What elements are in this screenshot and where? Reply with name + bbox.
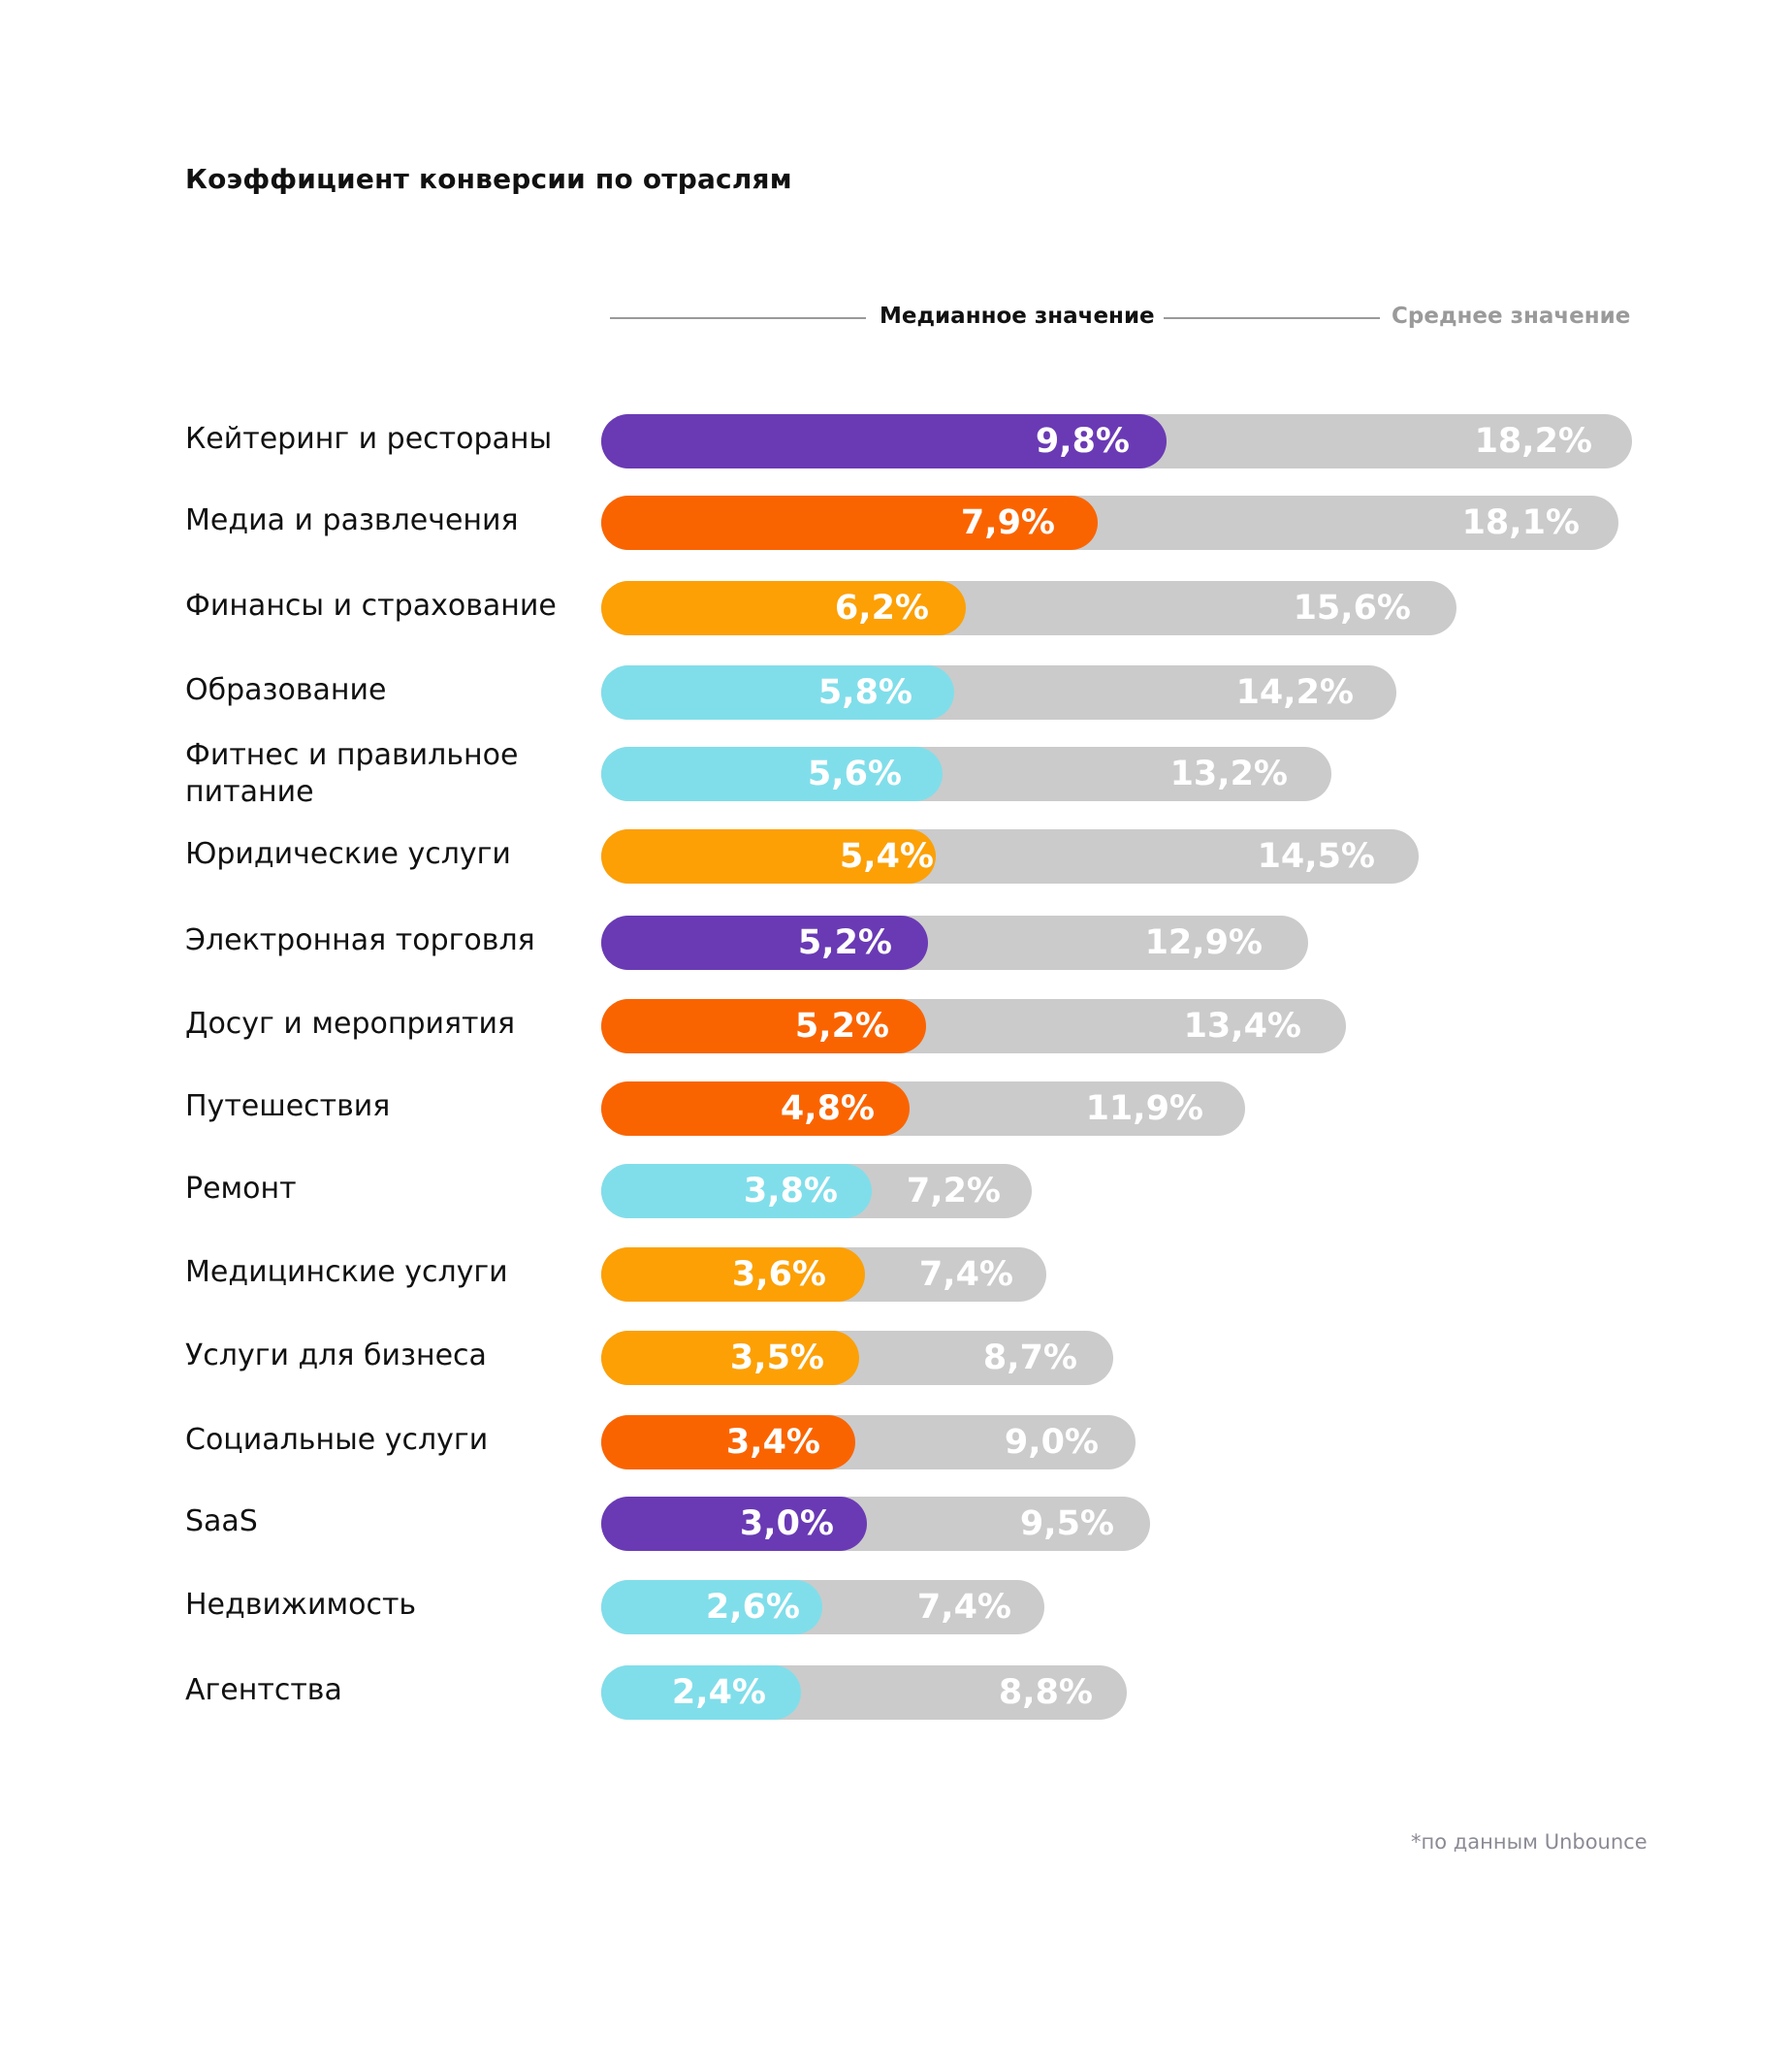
category-label: Услуги для бизнеса xyxy=(185,1339,487,1372)
mean-value-label: 18,2% xyxy=(1474,422,1592,461)
mean-value-label: 12,9% xyxy=(1144,923,1263,962)
mean-value-label: 18,1% xyxy=(1461,503,1580,542)
median-value-label: 9,8% xyxy=(1035,422,1130,461)
mean-value-label: 14,2% xyxy=(1235,673,1354,712)
category-label: Социальные услуги xyxy=(185,1423,489,1457)
median-bar xyxy=(601,747,943,801)
median-value-label: 3,0% xyxy=(739,1504,834,1543)
category-label: Кейтеринг и рестораны xyxy=(185,422,553,456)
median-bar xyxy=(601,414,1167,468)
median-value-label: 3,8% xyxy=(743,1172,838,1210)
median-value-label: 3,6% xyxy=(731,1255,826,1294)
mean-value-label: 14,5% xyxy=(1257,837,1375,876)
median-bar xyxy=(601,496,1098,550)
median-value-label: 2,6% xyxy=(705,1588,800,1627)
median-value-label: 7,9% xyxy=(960,503,1055,542)
mean-value-label: 7,2% xyxy=(906,1172,1001,1210)
category-label: Юридические услуги xyxy=(185,837,511,871)
mean-value-label: 7,4% xyxy=(918,1255,1013,1294)
category-label: Медицинские услуги xyxy=(185,1255,508,1289)
category-label: Фитнес и правильное питание xyxy=(185,738,519,809)
legend-median-label: Медианное значение xyxy=(880,304,1155,329)
median-bar xyxy=(601,1164,872,1218)
median-value-label: 2,4% xyxy=(671,1673,766,1712)
median-bar xyxy=(601,1247,865,1302)
median-value-label: 5,8% xyxy=(817,673,912,712)
mean-value-label: 11,9% xyxy=(1085,1089,1203,1128)
legend-line-mean xyxy=(1164,317,1380,319)
median-value-label: 5,4% xyxy=(839,837,934,876)
mean-value-label: 8,8% xyxy=(998,1673,1093,1712)
category-label: Образование xyxy=(185,673,387,707)
median-bar xyxy=(601,1580,822,1634)
category-label: Ремонт xyxy=(185,1172,297,1206)
median-bar xyxy=(601,665,954,720)
median-bar xyxy=(601,1497,867,1551)
category-label: Досуг и мероприятия xyxy=(185,1007,516,1041)
source-footnote: *по данным Unbounce xyxy=(1411,1830,1648,1854)
category-label: Электронная торговля xyxy=(185,923,535,957)
category-label: Недвижимость xyxy=(185,1588,417,1622)
median-bar xyxy=(601,999,926,1053)
median-bar xyxy=(601,581,966,635)
category-label: Путешествия xyxy=(185,1089,391,1123)
category-label: SaaS xyxy=(185,1504,258,1538)
category-label: Агентства xyxy=(185,1673,342,1707)
mean-value-label: 9,5% xyxy=(1019,1504,1114,1543)
legend-line-median xyxy=(610,317,866,319)
mean-value-label: 8,7% xyxy=(982,1339,1077,1377)
chart-title: Коэффициент конверсии по отраслям xyxy=(185,163,792,195)
median-bar xyxy=(601,1331,859,1385)
mean-value-label: 13,2% xyxy=(1169,755,1288,793)
mean-value-label: 7,4% xyxy=(916,1588,1011,1627)
median-value-label: 5,6% xyxy=(807,755,902,793)
median-bar xyxy=(601,916,928,970)
median-bar xyxy=(601,1081,910,1136)
median-bar xyxy=(601,1665,801,1720)
category-label: Медиа и развлечения xyxy=(185,503,519,537)
median-value-label: 5,2% xyxy=(797,923,892,962)
mean-value-label: 13,4% xyxy=(1183,1007,1301,1046)
median-value-label: 3,4% xyxy=(725,1423,820,1462)
median-bar xyxy=(601,829,936,884)
category-label: Финансы и страхование xyxy=(185,589,557,623)
median-value-label: 6,2% xyxy=(834,589,929,628)
median-value-label: 5,2% xyxy=(794,1007,889,1046)
median-value-label: 3,5% xyxy=(729,1339,824,1377)
median-bar xyxy=(601,1415,855,1469)
mean-value-label: 15,6% xyxy=(1293,589,1411,628)
mean-value-label: 9,0% xyxy=(1004,1423,1099,1462)
legend-mean-label: Среднее значение xyxy=(1392,304,1631,329)
median-value-label: 4,8% xyxy=(780,1089,875,1128)
